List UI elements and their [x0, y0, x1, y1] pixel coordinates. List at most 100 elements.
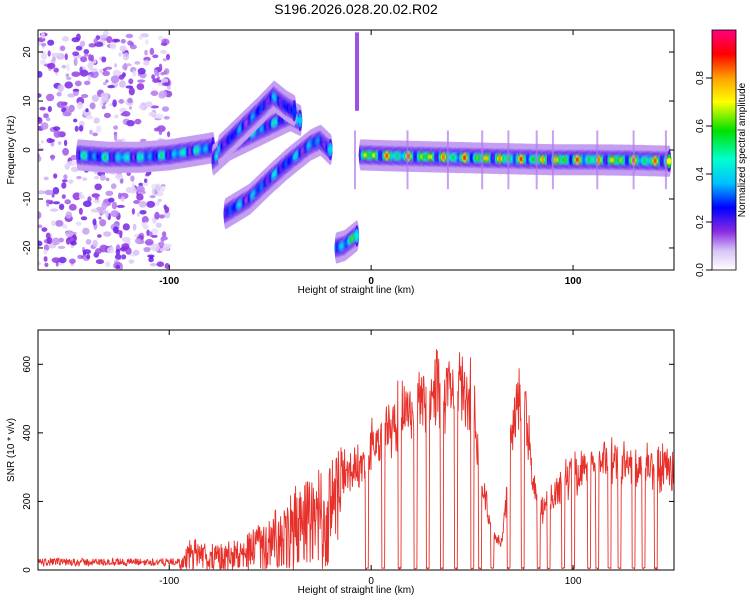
heatmap-cell	[143, 247, 151, 253]
heatmap-cell	[161, 106, 170, 112]
heatmap-cell	[144, 39, 149, 45]
heatmap-cell	[122, 52, 130, 61]
heatmap-cell	[163, 210, 171, 219]
heatmap-cell	[128, 259, 135, 264]
colorbar-ticks: 0.0 0.2 0.4 0.6 0.8	[695, 71, 712, 277]
heatmap-cell	[43, 176, 49, 181]
heatmap-cell	[149, 255, 154, 260]
snr-frame	[37, 329, 675, 571]
heatmap-cell	[92, 218, 97, 226]
heatmap-cell	[102, 68, 107, 72]
colorbar-tick-label: 0.8	[695, 71, 706, 85]
heatmap-cell	[154, 211, 160, 220]
y-tick-label: 600	[22, 356, 33, 373]
heatmap-cell	[103, 231, 112, 237]
heatmap-cell	[107, 85, 115, 89]
heatmap-cell	[131, 208, 135, 215]
heatmap-cell	[44, 262, 49, 267]
heatmap-cell	[38, 190, 46, 195]
heatmap-cell	[38, 71, 43, 78]
heatmap-cell	[109, 42, 117, 50]
heatmap-cell	[113, 133, 118, 141]
heatmap-cell	[50, 154, 55, 161]
heatmap-cell	[50, 208, 59, 212]
heatmap-cell	[507, 130, 510, 190]
heatmap-cell	[134, 118, 142, 125]
figure-title: S196.2026.028.20.02.R02	[274, 1, 438, 17]
spectrogram-marks	[38, 30, 672, 270]
heatmap-cell	[158, 128, 163, 135]
heatmap-cell	[62, 36, 69, 42]
heatmap-cell	[38, 224, 43, 229]
y-tick-label: 400	[22, 424, 33, 441]
heatmap-cell	[161, 231, 167, 238]
heatmap-cell	[122, 223, 130, 231]
heatmap-cell	[160, 237, 165, 243]
heatmap-cell	[160, 49, 168, 55]
y-tick-label: 0	[22, 567, 33, 573]
heatmap-cell	[105, 261, 111, 268]
heatmap-cell	[46, 93, 55, 102]
heatmap-cell	[136, 212, 141, 217]
heatmap-cell	[162, 82, 170, 87]
heatmap-cell	[99, 68, 103, 74]
heatmap-cell	[39, 106, 46, 111]
heatmap-cell	[164, 68, 170, 75]
heatmap-cell	[82, 227, 90, 235]
heatmap-cell	[87, 74, 92, 82]
heatmap-cell	[111, 201, 118, 210]
heatmap-cell	[84, 80, 91, 86]
heatmap-cell	[146, 229, 150, 236]
heatmap-cell	[481, 130, 484, 190]
heatmap-cell	[58, 141, 62, 146]
heatmap-cell	[40, 59, 47, 65]
heatmap-cell	[114, 254, 122, 260]
heatmap-cell	[76, 175, 82, 180]
heatmap-cell	[106, 247, 114, 254]
heatmap-cell	[120, 38, 126, 44]
heatmap-cell	[292, 107, 297, 115]
heatmap-cell	[79, 40, 86, 47]
heatmap-cell	[125, 85, 134, 89]
heatmap-cell	[632, 130, 635, 190]
heatmap-cell	[150, 234, 158, 238]
y-tick-label: -20	[22, 240, 33, 255]
heatmap-cell	[138, 35, 144, 40]
heatmap-cell	[155, 222, 162, 228]
heatmap-cell	[84, 53, 89, 57]
heatmap-cell	[138, 200, 147, 208]
heatmap-cell	[118, 99, 125, 104]
heatmap-cell	[121, 254, 127, 260]
colorbar-label: Normalized spectral amplitude	[737, 82, 748, 217]
heatmap-cell	[149, 263, 157, 267]
heatmap-cell	[149, 47, 155, 56]
heatmap-cell	[87, 62, 94, 69]
heatmap-cell	[70, 166, 79, 172]
heatmap-cell	[85, 115, 94, 120]
heatmap-cell	[149, 231, 153, 237]
heatmap-cell	[105, 210, 109, 218]
heatmap-cell	[40, 31, 45, 39]
heatmap-cell	[105, 79, 109, 83]
heatmap-cell	[69, 258, 76, 264]
heatmap-cell	[63, 174, 68, 180]
heatmap-cell	[128, 78, 134, 85]
x-tick-label: -100	[159, 576, 179, 587]
heatmap-cell	[119, 80, 126, 88]
heatmap-cell	[406, 130, 409, 190]
heatmap-cell	[99, 34, 108, 39]
heatmap-cell	[88, 43, 97, 48]
heatmap-cell	[94, 175, 100, 180]
heatmap-cell	[48, 138, 55, 143]
y-tick-label: -10	[22, 191, 33, 206]
heatmap-cell	[99, 219, 107, 227]
heatmap-cell	[81, 94, 89, 98]
heatmap-cell	[535, 130, 538, 190]
heatmap-cell	[72, 88, 80, 92]
heatmap-cell	[93, 38, 98, 44]
heatmap-cell	[141, 216, 149, 224]
heatmap-cell	[38, 211, 42, 219]
heatmap-cell	[72, 51, 80, 56]
heatmap-cell	[71, 71, 81, 77]
heatmap-cell	[160, 72, 166, 76]
